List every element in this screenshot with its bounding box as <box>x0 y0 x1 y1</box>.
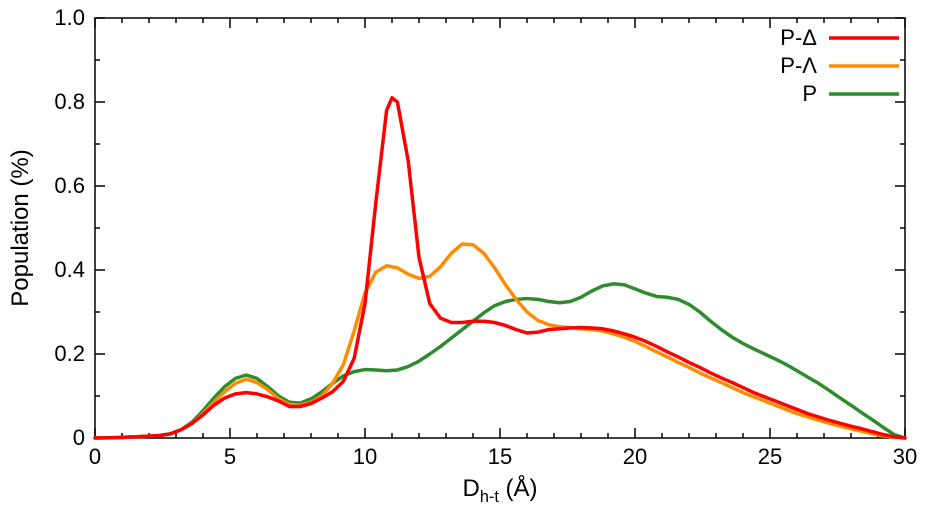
y-tick-label: 0.6 <box>54 173 85 198</box>
x-tick-label: 0 <box>89 444 101 469</box>
chart-svg: 0 5 10 15 20 25 30 0 0.2 0.4 0.6 0.8 1.0 Dh-t (Å) Popu… <box>0 0 925 505</box>
distribution-chart: 0 5 10 15 20 25 30 0 0.2 0.4 0.6 0.8 1.0 Dh-t (Å) Popu… <box>0 0 925 505</box>
legend-label: P-Δ <box>780 25 817 50</box>
x-axis-label: Dh-t (Å) <box>462 474 537 505</box>
x-tick-label: 25 <box>758 444 782 469</box>
x-tick-label: 15 <box>488 444 512 469</box>
x-tick-label: 10 <box>353 444 377 469</box>
series-p <box>95 284 905 438</box>
x-tick-label: 5 <box>224 444 236 469</box>
y-tick-label: 0 <box>73 425 85 450</box>
y-tick-label: 0.4 <box>54 257 85 282</box>
x-tick-label: 20 <box>623 444 647 469</box>
plot-border <box>95 18 905 438</box>
series-p_lambda <box>95 244 905 438</box>
legend-label: P <box>802 81 817 106</box>
series-p_delta <box>95 98 905 438</box>
y-tick-label: 0.8 <box>54 89 85 114</box>
y-tick-label: 1.0 <box>54 5 85 30</box>
x-tick-label: 30 <box>893 444 917 469</box>
y-axis-label: Population (%) <box>7 149 34 306</box>
legend-label: P-Λ <box>780 53 817 78</box>
y-tick-label: 0.2 <box>54 341 85 366</box>
